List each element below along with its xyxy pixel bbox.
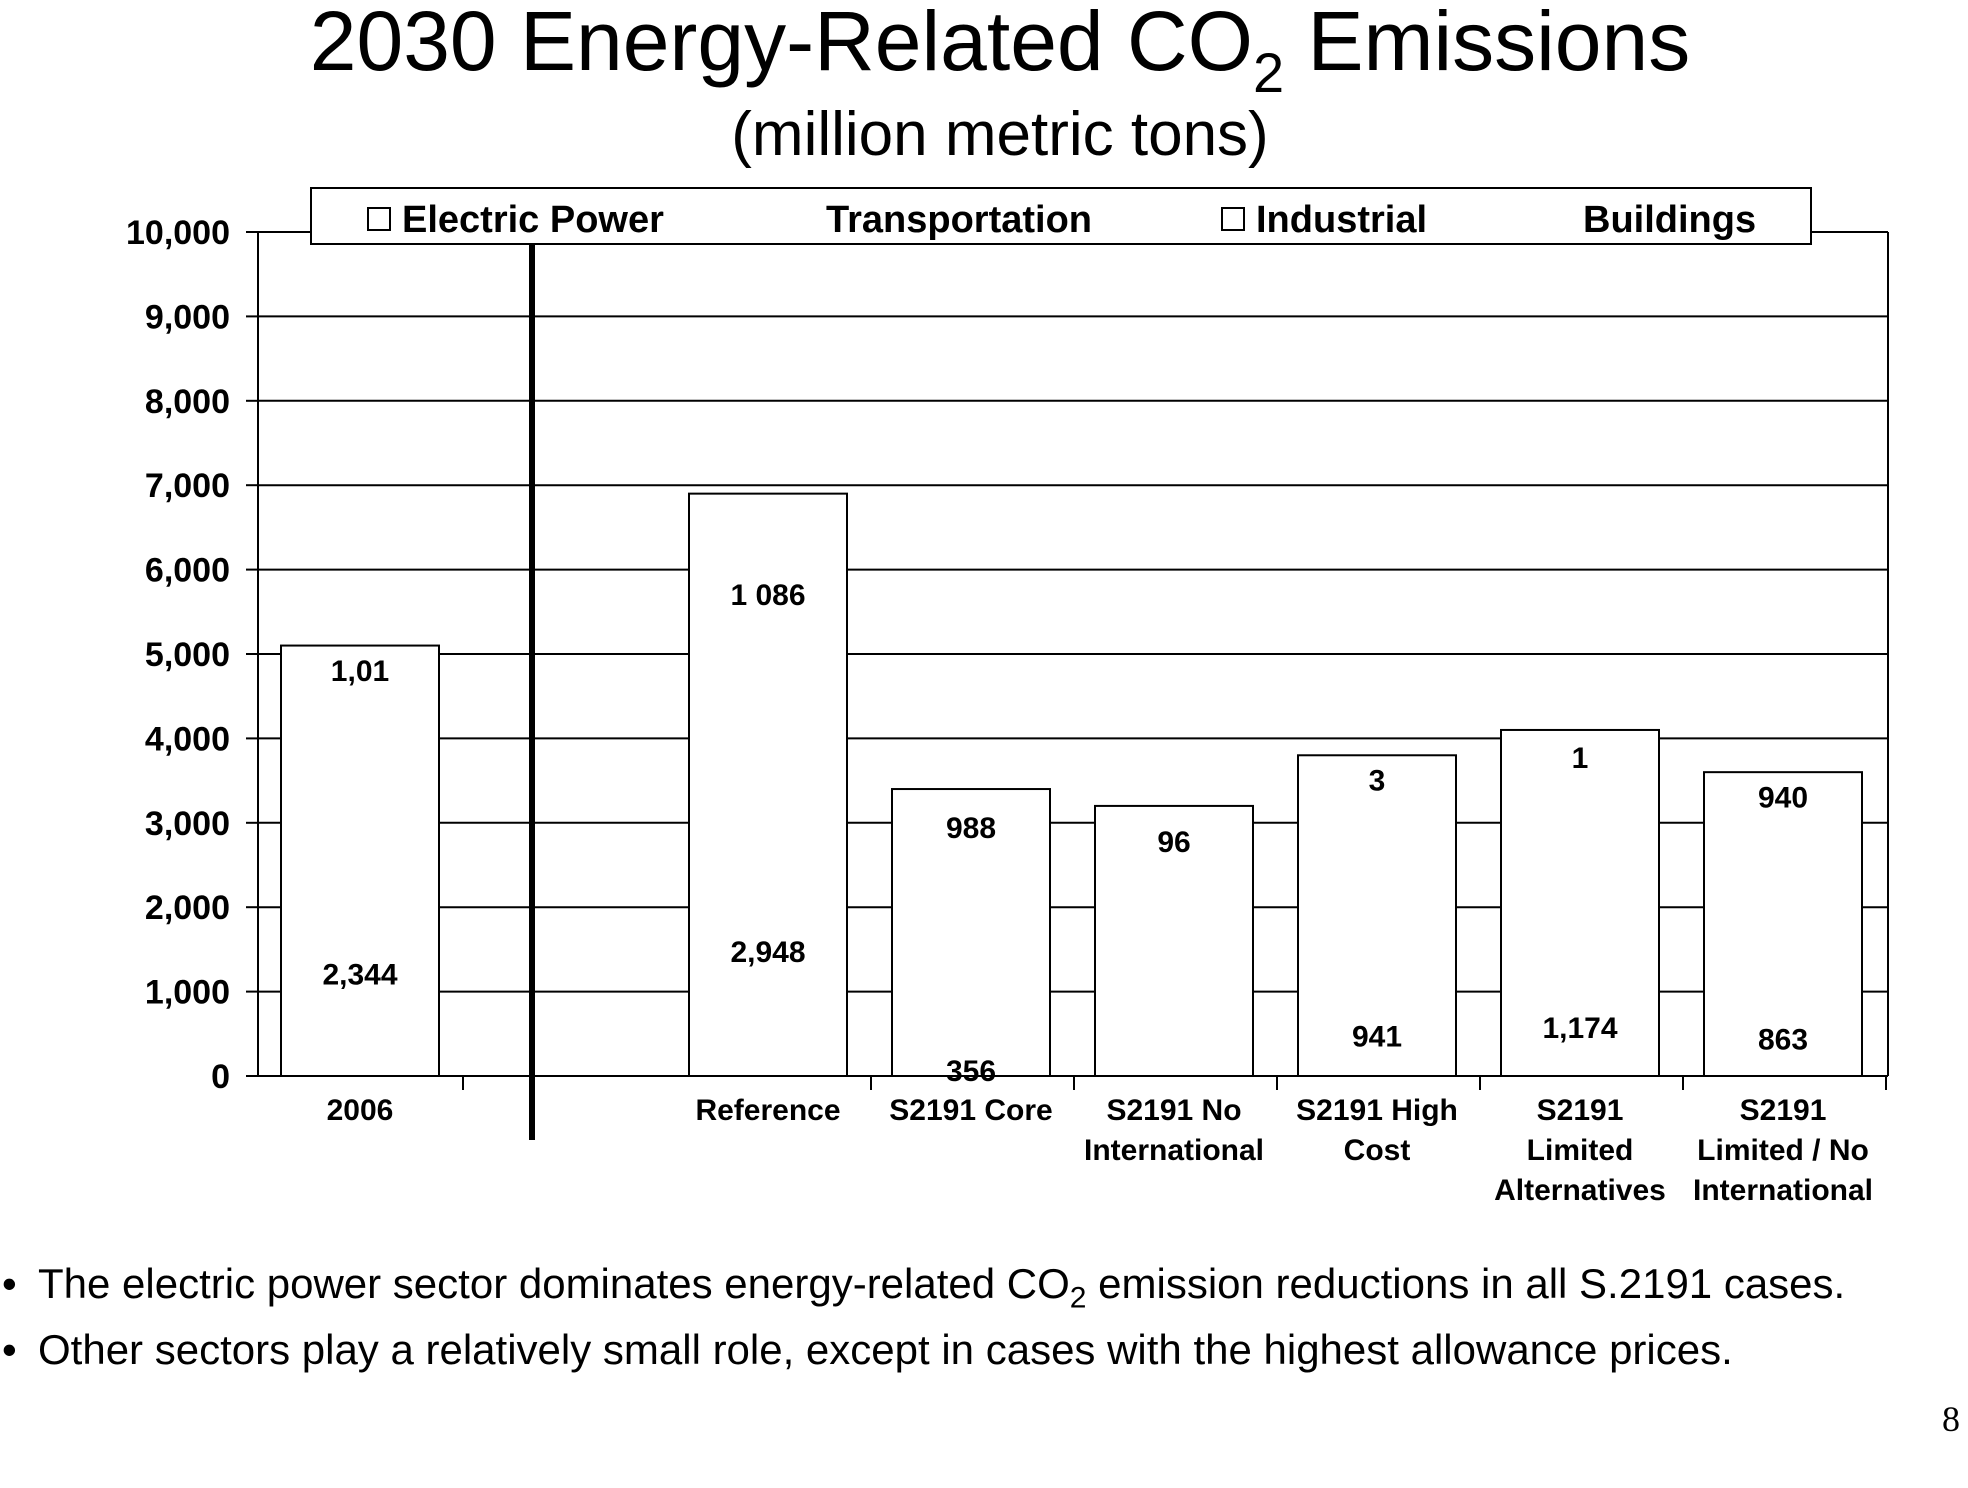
legend-box: [310, 187, 1812, 245]
category-label: S2191 Core: [889, 1094, 1052, 1127]
legend-swatch: [367, 207, 391, 231]
legend-entry: Buildings: [1583, 199, 1756, 241]
page-number: 8: [1942, 1399, 1960, 1439]
data-label: 96: [1157, 826, 1190, 859]
category-label: Alternatives: [1494, 1174, 1666, 1207]
bar: [1500, 728, 1660, 1078]
bar: [891, 788, 1051, 1077]
category-label: S2191: [1740, 1094, 1827, 1127]
legend-entry: Electric Power: [402, 199, 664, 241]
y-tick-label: 0: [211, 1058, 230, 1096]
category-label: S2191 High: [1296, 1094, 1458, 1127]
category-label: International: [1693, 1174, 1873, 1207]
data-label: 3: [1369, 765, 1386, 798]
y-tick-label: 6,000: [145, 552, 230, 590]
bullet-marker: •: [2, 1326, 17, 1373]
category-label: Reference: [695, 1094, 840, 1127]
category-label: Limited: [1527, 1134, 1634, 1167]
y-tick-label: 2,000: [145, 889, 230, 927]
category-label: Cost: [1344, 1134, 1411, 1167]
bullet-marker: •: [2, 1260, 17, 1307]
data-label: 356: [946, 1055, 996, 1088]
bar: [1094, 804, 1254, 1077]
data-label: 940: [1758, 781, 1808, 814]
data-label: 941: [1352, 1020, 1402, 1053]
legend-entry: Transportation: [826, 199, 1092, 241]
y-tick-label: 8,000: [145, 383, 230, 421]
data-label: 2,948: [730, 936, 805, 969]
y-tick-label: 4,000: [145, 720, 230, 758]
data-label: 988: [946, 812, 996, 845]
chart-subtitle: (million metric tons): [731, 100, 1268, 169]
axes: 0 1,000 2,000 3,000 4,000 5,000 6,000 7,000 8,00…: [126, 214, 1889, 1140]
legend: Electric Power Transportation Industrial Bu…: [310, 187, 1812, 245]
data-label: 1 086: [730, 579, 805, 612]
category-label: International: [1084, 1134, 1264, 1167]
y-tick-label: 9,000: [145, 298, 230, 336]
data-labels: 2,344 1,01 2,948 1 086 356 988 96 941 3 1,174 1 863…: [322, 579, 1808, 1088]
data-label: 1,01: [331, 655, 389, 688]
bullet-text: The electric power sector dominates ener…: [38, 1260, 1846, 1315]
data-label: 1,174: [1542, 1012, 1617, 1045]
category-label: S2191 No: [1106, 1094, 1241, 1127]
data-label: 2,344: [322, 959, 397, 992]
legend-entry: Industrial: [1256, 199, 1427, 241]
y-tick-label: 10,000: [126, 214, 230, 252]
category-label: 2006: [327, 1094, 394, 1127]
data-label: 863: [1758, 1024, 1808, 1057]
y-tick-label: 5,000: [145, 636, 230, 674]
y-tick-label: 1,000: [145, 974, 230, 1012]
category-labels: 2006 Reference S2191 Core S2191 No Internati…: [327, 1094, 1873, 1207]
legend-swatch: [1221, 207, 1245, 231]
category-label: Limited / No: [1697, 1134, 1869, 1167]
y-tick-label: 3,000: [145, 805, 230, 843]
bar: [1703, 771, 1863, 1077]
bullet-text: Other sectors play a relatively small ro…: [38, 1326, 1733, 1373]
chart-title: 2030 Energy-Related CO2 Emissions: [310, 0, 1690, 104]
bar: [688, 492, 848, 1077]
bar: [280, 644, 440, 1077]
bars: [280, 492, 1863, 1078]
bar: [1297, 754, 1457, 1078]
category-label: S2191: [1537, 1094, 1624, 1127]
y-tick-label: 7,000: [145, 467, 230, 505]
data-label: 1: [1572, 742, 1589, 775]
